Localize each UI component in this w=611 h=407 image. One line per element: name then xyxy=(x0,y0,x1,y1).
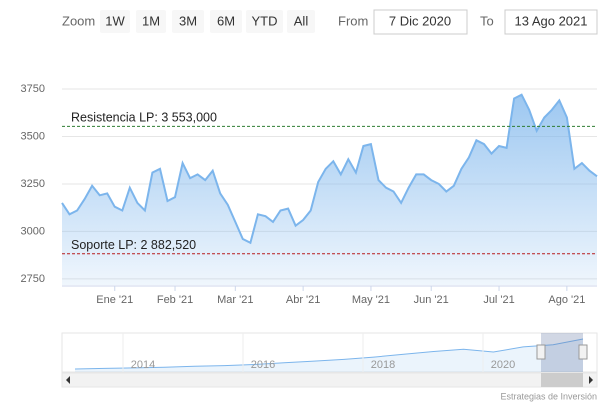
to-input[interactable] xyxy=(504,9,598,35)
range-button[interactable] xyxy=(287,10,315,33)
zoom-label: Zoom xyxy=(62,13,95,28)
range-button[interactable] xyxy=(172,10,204,33)
to-value[interactable]: 13 Ago 2021 xyxy=(514,13,587,28)
range-button[interactable] xyxy=(210,10,242,33)
x-tick-label: Mar '21 xyxy=(217,294,253,306)
x-tick-label: Feb '21 xyxy=(157,294,193,306)
y-tick-label: 3500 xyxy=(21,130,45,142)
x-tick-label: Ene '21 xyxy=(96,294,133,306)
x-tick-label: Jun '21 xyxy=(414,294,449,306)
range-button-label[interactable]: All xyxy=(294,13,309,28)
range-button-label[interactable]: 1M xyxy=(142,13,160,28)
scrollbar-track xyxy=(61,372,598,388)
y-tick-label: 3000 xyxy=(21,225,45,237)
x-tick-label: May '21 xyxy=(352,294,390,306)
from-label: From xyxy=(338,13,368,28)
from-input[interactable] xyxy=(373,9,468,35)
range-button-label[interactable]: 3M xyxy=(179,13,197,28)
navigator-line xyxy=(74,338,584,370)
x-tick-label: Jul '21 xyxy=(483,294,514,306)
range-button-label[interactable]: YTD xyxy=(252,13,278,28)
y-tick-label: 2750 xyxy=(21,273,45,285)
navigator-label: 2020 xyxy=(491,359,515,371)
scroll-right[interactable] xyxy=(589,376,593,384)
navigator-mask xyxy=(541,333,583,372)
area-fill xyxy=(62,94,597,285)
credits: Estrategias de Inversión xyxy=(500,391,597,401)
navigator-label: 2014 xyxy=(131,359,155,371)
to-label: To xyxy=(480,13,494,28)
range-button[interactable] xyxy=(246,10,283,33)
navigator-frame xyxy=(61,332,598,373)
plot-line-label: Soporte LP: 2 882,520 xyxy=(71,238,196,252)
navigator-area xyxy=(75,339,583,372)
x-tick-label: Abr '21 xyxy=(286,294,321,306)
plot-line-label: Resistencia LP: 3 553,000 xyxy=(71,111,217,125)
range-button-label[interactable]: 6M xyxy=(217,13,235,28)
line xyxy=(61,93,598,245)
navigator-handle[interactable] xyxy=(578,344,588,360)
scrollbar-thumb[interactable] xyxy=(541,373,583,387)
x-tick-label: Ago '21 xyxy=(548,294,585,306)
navigator-handle[interactable] xyxy=(536,344,546,360)
navigator-label: 2016 xyxy=(251,359,275,371)
from-value[interactable]: 7 Dic 2020 xyxy=(389,13,451,28)
range-button[interactable] xyxy=(136,10,166,33)
range-button[interactable] xyxy=(100,10,130,33)
scroll-left[interactable] xyxy=(66,376,70,384)
y-tick-label: 3750 xyxy=(21,83,45,95)
range-button-label[interactable]: 1W xyxy=(105,13,125,28)
y-tick-label: 3250 xyxy=(21,178,45,190)
navigator-label: 2018 xyxy=(371,359,395,371)
